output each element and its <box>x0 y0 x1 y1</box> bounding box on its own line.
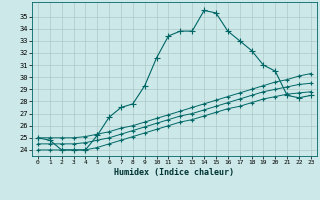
X-axis label: Humidex (Indice chaleur): Humidex (Indice chaleur) <box>115 168 234 177</box>
